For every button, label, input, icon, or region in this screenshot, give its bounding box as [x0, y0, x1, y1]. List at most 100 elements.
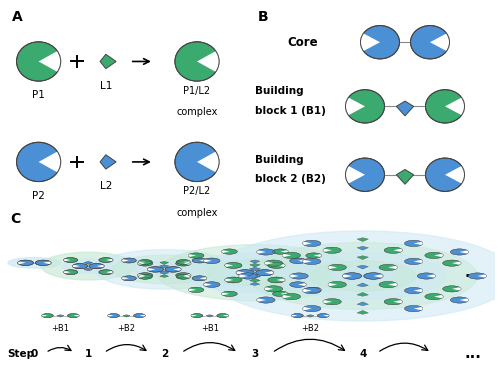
Circle shape — [122, 276, 136, 281]
Circle shape — [138, 273, 153, 278]
Polygon shape — [206, 315, 214, 317]
Circle shape — [204, 258, 220, 264]
Circle shape — [134, 314, 145, 318]
Polygon shape — [357, 310, 368, 314]
Wedge shape — [452, 287, 461, 291]
Wedge shape — [184, 262, 191, 265]
Circle shape — [302, 306, 321, 312]
Circle shape — [224, 262, 242, 268]
Wedge shape — [388, 283, 398, 286]
Wedge shape — [256, 250, 266, 254]
Wedge shape — [314, 254, 322, 257]
Circle shape — [36, 260, 51, 266]
Wedge shape — [280, 250, 288, 253]
Text: L1: L1 — [100, 81, 112, 91]
Ellipse shape — [113, 255, 216, 284]
Text: +B2: +B2 — [302, 324, 320, 333]
Wedge shape — [388, 266, 398, 269]
Circle shape — [236, 270, 254, 276]
Wedge shape — [256, 298, 266, 302]
Text: L2: L2 — [100, 181, 112, 191]
Text: block 1 (B1): block 1 (B1) — [255, 106, 326, 116]
Text: ...: ... — [464, 346, 481, 361]
Wedge shape — [43, 261, 52, 264]
Wedge shape — [323, 249, 332, 252]
Circle shape — [192, 258, 207, 263]
Wedge shape — [394, 249, 402, 252]
Text: P2: P2 — [32, 191, 45, 201]
Ellipse shape — [210, 231, 500, 321]
Ellipse shape — [309, 261, 416, 291]
Circle shape — [364, 273, 383, 279]
Text: block 2 (B2): block 2 (B2) — [255, 174, 326, 184]
Wedge shape — [394, 300, 402, 303]
Polygon shape — [160, 261, 168, 264]
Circle shape — [272, 291, 288, 297]
Ellipse shape — [226, 265, 284, 280]
Wedge shape — [426, 274, 436, 278]
Circle shape — [442, 286, 461, 292]
Wedge shape — [74, 315, 80, 316]
Wedge shape — [140, 315, 145, 316]
Circle shape — [379, 264, 398, 270]
Polygon shape — [250, 274, 260, 278]
Polygon shape — [357, 238, 368, 242]
Circle shape — [425, 252, 443, 258]
Circle shape — [222, 291, 238, 297]
Circle shape — [188, 253, 204, 258]
Circle shape — [175, 42, 219, 81]
Polygon shape — [357, 265, 368, 269]
Wedge shape — [191, 315, 197, 316]
Circle shape — [99, 270, 113, 274]
Circle shape — [16, 42, 60, 81]
Ellipse shape — [62, 259, 115, 273]
Text: B: B — [258, 10, 268, 24]
Wedge shape — [200, 259, 207, 262]
Circle shape — [290, 282, 306, 287]
Polygon shape — [250, 278, 260, 282]
Text: Step: Step — [8, 348, 34, 358]
Circle shape — [404, 258, 423, 264]
Circle shape — [346, 158, 385, 191]
Circle shape — [328, 264, 346, 270]
Wedge shape — [197, 51, 220, 72]
Wedge shape — [122, 259, 129, 262]
Wedge shape — [282, 254, 292, 257]
Polygon shape — [160, 271, 169, 274]
Text: Building: Building — [255, 155, 304, 165]
Wedge shape — [184, 276, 190, 278]
Wedge shape — [414, 242, 423, 245]
Text: C: C — [10, 211, 20, 226]
Wedge shape — [328, 266, 337, 269]
Wedge shape — [478, 274, 486, 278]
Circle shape — [426, 90, 465, 123]
Wedge shape — [236, 271, 245, 274]
Wedge shape — [188, 254, 196, 257]
Circle shape — [138, 261, 153, 266]
Wedge shape — [302, 260, 312, 263]
Circle shape — [64, 258, 78, 262]
Circle shape — [306, 253, 322, 258]
Wedge shape — [460, 298, 469, 302]
Circle shape — [64, 270, 78, 274]
Circle shape — [268, 262, 285, 268]
Circle shape — [346, 90, 385, 123]
Wedge shape — [64, 259, 70, 261]
Wedge shape — [106, 271, 113, 273]
Text: +B1: +B1 — [52, 324, 70, 333]
Circle shape — [425, 294, 443, 300]
Ellipse shape — [94, 250, 234, 289]
Ellipse shape — [8, 258, 61, 268]
Circle shape — [292, 314, 303, 318]
Wedge shape — [72, 265, 80, 267]
Wedge shape — [224, 278, 234, 282]
Wedge shape — [323, 300, 332, 303]
Wedge shape — [188, 288, 196, 291]
Circle shape — [217, 314, 228, 318]
Circle shape — [323, 298, 342, 305]
Wedge shape — [138, 261, 145, 263]
Circle shape — [122, 258, 136, 263]
Circle shape — [342, 273, 361, 279]
Circle shape — [188, 287, 204, 292]
Wedge shape — [430, 33, 450, 51]
